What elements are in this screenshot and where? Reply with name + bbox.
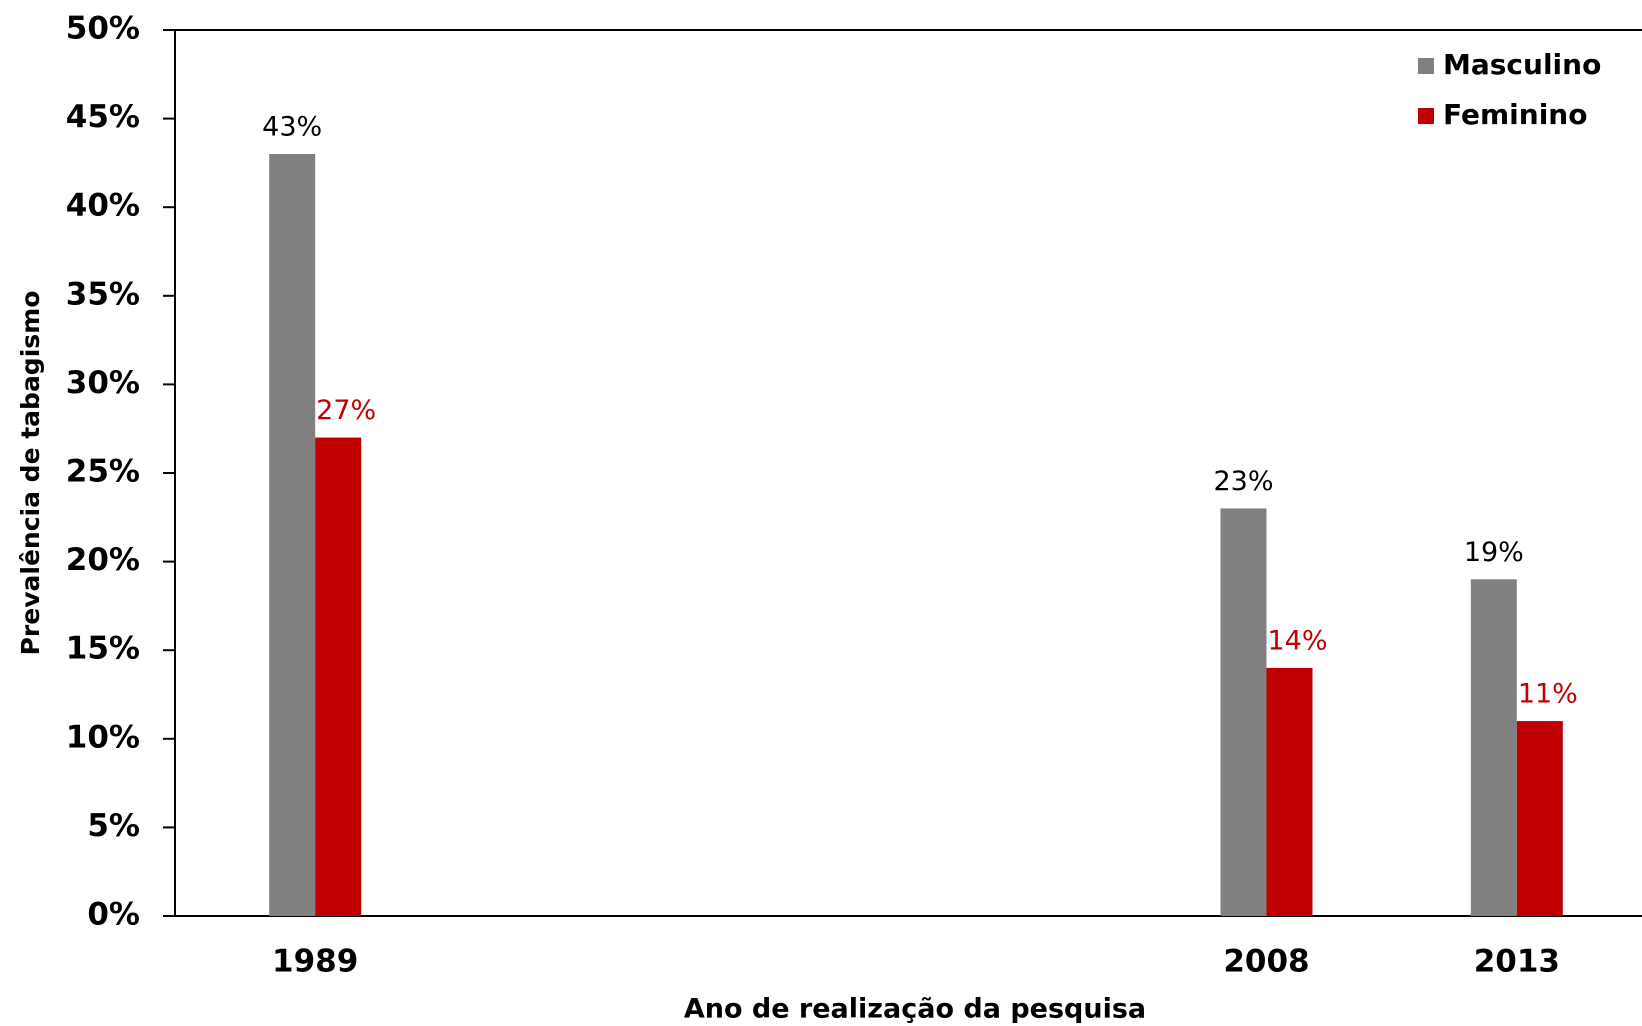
y-tick-label: 35%: [66, 276, 140, 312]
y-tick-label: 15%: [66, 631, 140, 667]
value-label: 23%: [1213, 466, 1273, 497]
y-tick-label: 10%: [66, 719, 140, 755]
x-axis-label: Ano de realização da pesquisa: [684, 994, 1146, 1025]
value-label: 19%: [1464, 537, 1524, 568]
x-tick-label: 2008: [1223, 944, 1309, 980]
value-label: 43%: [262, 112, 322, 143]
y-tick-label: 25%: [66, 454, 140, 490]
y-axis-label: Prevalência de tabagismo: [16, 291, 45, 656]
y-tick-label: 40%: [66, 188, 140, 224]
y-tick-label: 50%: [66, 11, 140, 47]
value-label: 14%: [1267, 625, 1327, 656]
legend-label: Masculino: [1443, 48, 1601, 81]
x-tick-label: 2013: [1474, 944, 1560, 980]
x-tick-label: 1989: [272, 944, 358, 980]
y-tick-label: 0%: [87, 897, 140, 933]
bar: [1266, 667, 1313, 916]
bar: [315, 437, 362, 916]
y-tick-label: 5%: [87, 808, 140, 844]
bar: [1220, 508, 1267, 916]
legend-swatch: [1418, 108, 1434, 124]
y-tick-label: 45%: [66, 99, 140, 135]
bar: [1516, 721, 1563, 916]
bar: [1470, 579, 1517, 916]
legend-label: Feminino: [1443, 98, 1587, 131]
y-tick-label: 20%: [66, 542, 140, 578]
bar: [269, 154, 316, 917]
value-label: 27%: [316, 395, 376, 426]
y-tick-label: 30%: [66, 365, 140, 401]
legend-swatch: [1418, 58, 1434, 74]
value-label: 11%: [1518, 679, 1578, 710]
